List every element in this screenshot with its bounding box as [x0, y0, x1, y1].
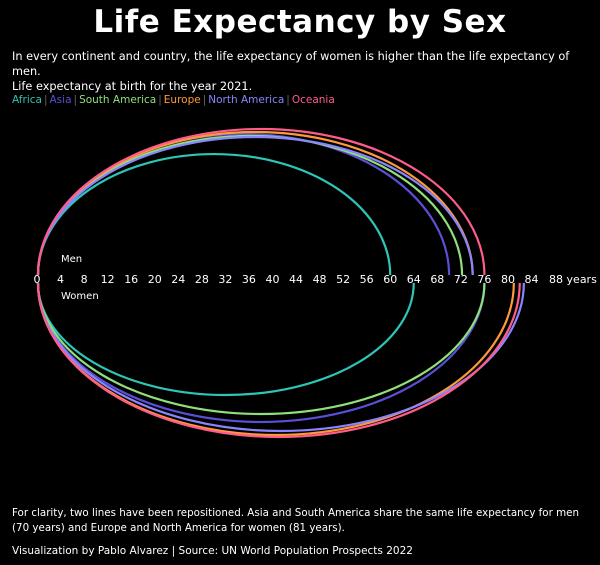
footnote: For clarity, two lines have been reposit… [12, 507, 580, 534]
x-tick-label: 16 [124, 273, 138, 286]
subtitle-line-2: Life expectancy at birth for the year 20… [12, 80, 253, 93]
x-tick-label: 40 [265, 273, 279, 286]
x-tick-label: 56 [360, 273, 374, 286]
series-women-north-america [36, 282, 525, 433]
x-tick-label: 76 [477, 273, 491, 286]
x-tick-label: 0 [34, 273, 41, 286]
x-tick-label: 20 [148, 273, 162, 286]
x-tick-label: 32 [218, 273, 232, 286]
label-men: Men [61, 254, 82, 265]
chart-subtitle: In every continent and country, the life… [12, 49, 592, 94]
x-tick-label: 88 years [549, 273, 597, 286]
series-women-oceania [36, 282, 521, 439]
legend-separator: | [73, 94, 78, 106]
series-men-oceania [36, 127, 486, 276]
legend-item-north-america: North America [208, 94, 285, 106]
legend-separator: | [158, 94, 162, 106]
x-tick-label: 52 [336, 273, 350, 286]
label-women: Women [61, 291, 99, 302]
x-tick-label: 24 [171, 273, 185, 286]
legend-separator: | [43, 94, 48, 106]
subtitle-line-1: In every continent and country, the life… [12, 50, 570, 78]
x-tick-label: 36 [242, 273, 256, 286]
series-men-europe [36, 130, 474, 276]
legend-item-oceania: Oceania [291, 94, 335, 106]
x-tick-label: 84 [525, 273, 539, 286]
x-tick-label: 8 [81, 273, 88, 286]
series-women-africa [36, 282, 415, 397]
legend-item-asia: Asia [49, 94, 72, 106]
legend-item-africa: Africa [12, 94, 42, 106]
series-women-asia [36, 282, 486, 424]
x-tick-label: 28 [195, 273, 209, 286]
x-tick-label: 4 [57, 273, 64, 286]
legend-item-europe: Europe [163, 94, 201, 106]
legend-item-south-america: South America [79, 94, 157, 106]
x-tick-label: 80 [501, 273, 515, 286]
x-tick-label: 44 [289, 273, 303, 286]
series-men-africa [36, 152, 392, 276]
x-tick-label: 48 [313, 273, 327, 286]
x-tick-label: 68 [430, 273, 444, 286]
series-men-north-america [36, 135, 474, 276]
x-tick-label: 64 [407, 273, 421, 286]
legend-separator: | [202, 94, 207, 106]
chart-title: Life Expectancy by Sex [93, 4, 507, 40]
x-tick-label: 60 [383, 273, 397, 286]
credit-line: Visualization by Pablo Alvarez | Source:… [12, 545, 413, 557]
x-tick-label: 72 [454, 273, 468, 286]
series-women-south-america [36, 282, 486, 416]
legend: Africa | Asia | South America | Europe | North A… [12, 94, 335, 106]
x-tick-label: 12 [101, 273, 115, 286]
legend-separator: | [286, 94, 290, 106]
